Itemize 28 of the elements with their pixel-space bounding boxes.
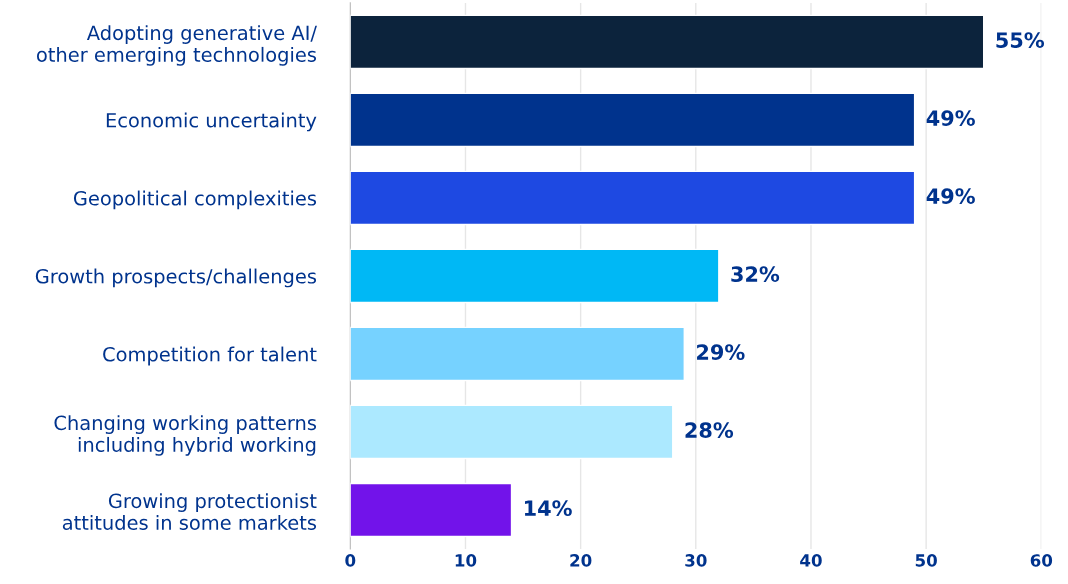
y-tick-label: Changing working patterns including hybrid working [54,415,317,456]
data-label: 32% [731,266,780,282]
y-tick-label: Growing protectionist attitudes in some markets [62,493,317,530]
x-tick-label: 10 [455,554,477,567]
y-tick-label: Geopolitical complexities [73,190,317,210]
data-label: 49% [926,110,975,126]
x-tick-label: 0 [345,554,356,567]
data-label: 55% [996,32,1045,48]
bar [350,92,916,148]
data-label: 49% [926,188,975,204]
data-label: 14% [525,500,572,516]
y-tick-label: Competition for talent [103,346,317,366]
data-label: 28% [685,422,734,438]
data-label: 29% [697,344,745,360]
bar [350,404,674,460]
y-tick-label: Adopting generative AI/ other emerging technologies [36,25,317,66]
x-tick-label: 60 [1030,554,1053,567]
bar [350,170,916,226]
bar [350,482,513,538]
x-tick-label: 50 [915,554,937,567]
x-tick-label: 40 [800,554,822,567]
bar [350,248,720,304]
y-tick-label: Growth prospects/challenges [35,268,317,288]
x-tick-label: 30 [685,554,707,567]
bar [350,14,985,70]
x-tick-label: 20 [570,554,592,567]
bar [350,326,685,382]
y-tick-label: Economic uncertainty [106,112,317,132]
